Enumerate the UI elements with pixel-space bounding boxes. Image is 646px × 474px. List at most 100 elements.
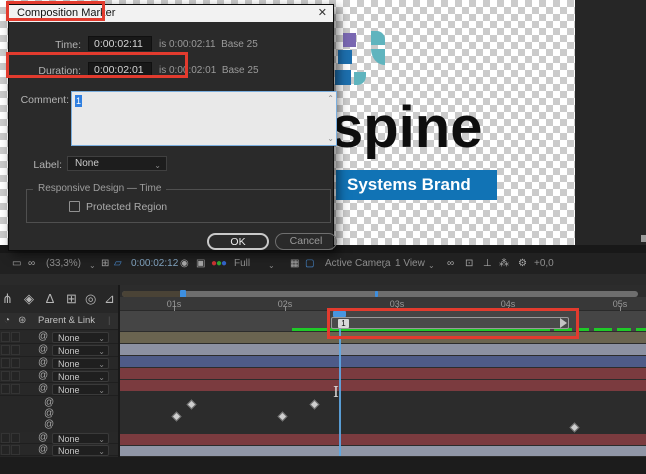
playhead-line bbox=[339, 316, 341, 456]
chevron-down-icon: ⌄ bbox=[98, 373, 105, 382]
parent-dropdown[interactable]: None ⌄ bbox=[52, 332, 109, 343]
logo-square-teal-1 bbox=[371, 31, 385, 45]
hide-shy-layers-icon[interactable]: ∆ bbox=[46, 291, 54, 306]
transparency-grid-icon[interactable]: ▢ bbox=[305, 258, 315, 269]
current-timecode[interactable]: 0:00:02:12 bbox=[131, 258, 179, 269]
parent-dropdown[interactable]: None ⌄ bbox=[52, 358, 109, 369]
comment-textarea[interactable]: 1 ⌃ ⌄ bbox=[71, 91, 337, 146]
playhead-handle[interactable] bbox=[333, 311, 346, 317]
layer-bar-slate-light[interactable] bbox=[120, 344, 646, 355]
parent-dropdown[interactable]: None ⌄ bbox=[52, 384, 109, 395]
exposure-gear-icon[interactable]: ⚙ bbox=[518, 258, 527, 269]
region-of-interest-icon[interactable]: ▱ bbox=[114, 258, 122, 269]
parent-dropdown[interactable]: None ⌄ bbox=[52, 445, 109, 456]
scroll-up-icon[interactable]: ⌃ bbox=[327, 94, 334, 103]
views-chevron-icon[interactable]: ⌄ bbox=[428, 261, 435, 270]
channel-green-icon[interactable]: ● bbox=[216, 258, 223, 269]
pick-whip-icon[interactable]: @ bbox=[38, 432, 49, 443]
time-navigator-bar[interactable] bbox=[122, 291, 638, 297]
cached-frames-indicator bbox=[636, 328, 646, 331]
layer-bar-maroon-1[interactable] bbox=[120, 368, 646, 379]
marker-end-handle[interactable] bbox=[560, 318, 567, 328]
chevron-down-icon: ⌄ bbox=[98, 386, 105, 395]
show-channels-goggles-icon[interactable]: ∞ bbox=[28, 258, 36, 269]
cached-frames-indicator bbox=[617, 328, 631, 331]
time-label: Time: bbox=[55, 39, 81, 51]
timeline-toolbar: ⋔ ◈ ∆ ⊞ ◎ ⊿ bbox=[0, 285, 118, 313]
ok-button[interactable]: OK bbox=[207, 233, 269, 250]
pick-whip-icon[interactable]: @ bbox=[38, 357, 49, 368]
marker-number-badge[interactable]: 1 bbox=[338, 319, 349, 328]
pick-whip-icon[interactable]: @ bbox=[38, 444, 49, 455]
pick-whip-icon[interactable]: @ bbox=[38, 383, 49, 394]
snapshot-camera-icon[interactable]: ◉ bbox=[180, 258, 189, 269]
pick-whip-icon[interactable]: @ bbox=[38, 331, 49, 342]
frame-blending-icon[interactable]: ⊞ bbox=[66, 291, 77, 306]
panel-grip[interactable] bbox=[641, 235, 646, 242]
layer-bar-slate-2[interactable] bbox=[120, 446, 646, 456]
pick-whip-icon[interactable]: @ bbox=[44, 408, 55, 419]
show-snapshot-icon[interactable]: ▣ bbox=[196, 258, 206, 269]
motion-blur-icon[interactable]: ◎ bbox=[85, 291, 97, 306]
pick-whip-icon[interactable]: @ bbox=[38, 370, 49, 381]
layer-row-controls: @ None ⌄ bbox=[0, 432, 118, 444]
scroll-down-icon[interactable]: ⌄ bbox=[327, 134, 334, 143]
safe-zones-icon[interactable]: ⊞ bbox=[101, 258, 110, 269]
composition-marker-bar[interactable] bbox=[331, 317, 569, 329]
label-dropdown[interactable]: None ⌄ bbox=[67, 156, 167, 171]
responsive-design-group bbox=[26, 189, 331, 223]
fast-previews-icon[interactable]: ▦ bbox=[290, 258, 300, 269]
dialog-title: Composition Marker bbox=[9, 5, 333, 22]
comment-label: Comment: bbox=[20, 94, 69, 106]
logo-square-purple bbox=[343, 33, 356, 47]
parent-dropdown[interactable]: None ⌄ bbox=[52, 371, 109, 382]
label-dropdown-value: None bbox=[75, 158, 99, 169]
resolution-select[interactable]: Full bbox=[234, 258, 251, 269]
composition-mini-flowchart-icon[interactable]: ⋔ bbox=[2, 291, 13, 306]
comment-selected-text: 1 bbox=[75, 95, 82, 107]
duration-label: Duration: bbox=[38, 65, 81, 77]
histogram-icon[interactable]: ⊥ bbox=[483, 258, 492, 269]
parent-dropdown[interactable]: None ⌄ bbox=[52, 433, 109, 444]
layer-bar-maroon-2[interactable] bbox=[120, 380, 646, 391]
navigator-start-handle[interactable] bbox=[180, 290, 186, 298]
exposure-value[interactable]: +0,0 bbox=[534, 258, 554, 269]
zoom-level[interactable]: (33,3%) bbox=[46, 258, 82, 269]
protected-region-checkbox[interactable] bbox=[69, 201, 80, 212]
camera-select[interactable]: Active Camera bbox=[325, 258, 391, 269]
time-input[interactable]: 0:00:02:11 bbox=[88, 36, 152, 51]
chevron-down-icon: ⌄ bbox=[154, 161, 161, 170]
zoom-chevron-icon[interactable]: ⌄ bbox=[89, 261, 96, 270]
share-view-goggles-icon[interactable]: ∞ bbox=[447, 258, 455, 269]
channel-red-icon[interactable]: ● bbox=[211, 258, 218, 269]
responsive-design-title: Responsive Design — Time bbox=[33, 183, 167, 194]
pixel-aspect-correction-icon[interactable]: ⊡ bbox=[465, 258, 474, 269]
pick-whip-icon[interactable]: @ bbox=[44, 397, 55, 408]
flowchart-icon[interactable]: ⁂ bbox=[499, 258, 509, 269]
parent-dropdown[interactable]: None ⌄ bbox=[52, 345, 109, 356]
duration-input[interactable]: 0:00:02:01 bbox=[88, 62, 152, 77]
layer-bar-maroon-3[interactable] bbox=[120, 434, 646, 445]
resolution-chevron-icon[interactable]: ⌄ bbox=[268, 261, 275, 270]
layer-bar-slate-blue[interactable] bbox=[120, 356, 646, 367]
protected-region-label: Protected Region bbox=[86, 201, 168, 213]
composition-marker-dialog: Composition Marker ✕ Time: 0:00:02:11 is… bbox=[8, 4, 337, 251]
camera-chevron-icon[interactable]: ⌄ bbox=[381, 261, 388, 270]
parent-link-label: Parent & Link bbox=[38, 315, 96, 326]
pick-whip-icon[interactable]: @ bbox=[44, 419, 55, 430]
pick-whip-icon[interactable]: @ bbox=[38, 344, 49, 355]
logo-square-teal-3 bbox=[354, 72, 366, 85]
property-row-controls: @ bbox=[0, 408, 118, 419]
view-layout-select[interactable]: 1 View bbox=[395, 258, 425, 269]
chevron-down-icon: ⌄ bbox=[98, 447, 105, 456]
graph-editor-icon[interactable]: ⊿ bbox=[104, 291, 115, 306]
chevron-down-icon: ⌄ bbox=[98, 435, 105, 444]
draft-3d-icon[interactable]: ◈ bbox=[24, 291, 34, 306]
cancel-button[interactable]: Cancel bbox=[275, 233, 337, 250]
channel-blue-icon[interactable]: ● bbox=[221, 258, 228, 269]
magnification-monitor-icon[interactable]: ▭ bbox=[12, 258, 22, 269]
panel-divider[interactable] bbox=[118, 285, 120, 474]
close-icon[interactable]: ✕ bbox=[317, 7, 327, 19]
navigator-marker[interactable] bbox=[375, 291, 378, 297]
